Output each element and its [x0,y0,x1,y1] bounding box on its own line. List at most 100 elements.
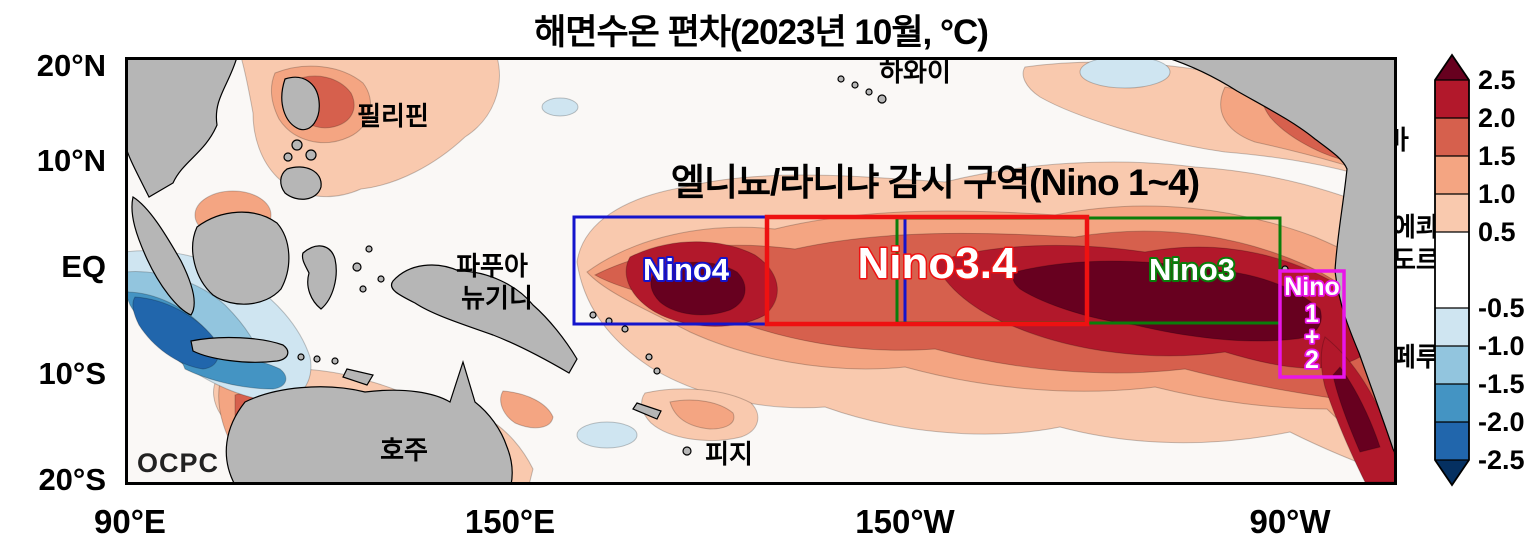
colorbar-tick: 1.0 [1478,179,1516,209]
land-lombok [313,355,321,363]
nino34-box [764,214,1090,327]
land-moluccas-1 [352,262,362,272]
land-americas [1164,57,1397,458]
colorbar-cell-neutral [1435,232,1469,308]
colorbar-tick: -0.5 [1478,293,1525,323]
colorbar-tick: -2.5 [1478,445,1525,475]
colorbar-tick: 1.5 [1478,141,1516,171]
land-hawaii-4 [877,94,887,104]
land-mindanao [280,166,322,200]
warm5-east-core [1012,260,1322,342]
warm5-peru-coast [1332,366,1381,453]
land-vanuatu-2 [653,367,661,375]
place-label-ecuador-line2: 도르 [1392,245,1440,275]
colorbar-tick: -1.5 [1478,369,1525,399]
lon-label-150e: 150°E [464,503,556,540]
land-visayas-3 [283,152,293,162]
nino12-box [1278,269,1346,379]
colorbar-cell-2.0-2.5 [1435,80,1469,118]
place-label-papua-line2: 뉴기니 [461,283,533,313]
nino3-label: Nino3 [1149,252,1235,287]
land-moluccas-2 [365,245,373,253]
nino12-label-line1: Nino [1284,273,1340,301]
ocpc-watermark: OCPC [137,448,219,478]
cool1-south-central [576,421,638,449]
lat-label-eq: EQ [61,249,106,284]
colorbar-tick: -1.0 [1478,331,1525,361]
cool1-north-central [1079,57,1171,89]
colorbar-arrow-top [1435,55,1469,80]
nino12-label-line2: 1 [1305,300,1319,328]
nino4-label: Nino4 [643,252,730,287]
colorbar-tick: -2.0 [1478,407,1525,437]
land-timor [342,368,374,386]
land-sumbawa [331,357,339,365]
nino12-label-line3: + [1305,323,1320,351]
colorbar-cell-0.5-1.0 [1435,194,1469,232]
monitoring-zones-subtitle: 엘니뇨/라니냐 감시 구역(Nino 1~4) [671,162,1199,203]
place-label-australia: 호주 [380,435,428,465]
pacific-sst-map: Nino4 Nino3.4 Nino3 Nino 1 + 2 엘니뇨/라니냐 감… [125,57,1397,485]
land-sulawesi [301,245,337,310]
colorbar-cell--1.0--1.5 [1435,346,1469,384]
place-label-peru: 페루 [1392,342,1440,372]
land-masses [125,57,1397,485]
nino12-label-line4: 2 [1305,346,1319,374]
land-hawaii-3 [865,88,873,96]
lat-label-20n: 20°N [36,48,106,83]
land-luzon [281,76,320,131]
place-label-hawaii: 하와이 [879,57,951,87]
land-new-caledonia [632,402,662,420]
land-visayas-1 [291,139,303,151]
colorbar-cell--0.5--1.0 [1435,308,1469,346]
nino4-box [572,215,907,326]
lon-label-150w: 150°W [855,503,955,540]
lon-label-90w: 90°W [1249,503,1331,540]
warm2-coral-sea [500,390,554,429]
colorbar-tick-labels: 2.5 2.0 1.5 1.0 0.5 -0.5 -1.0 -1.5 -2.0 … [1478,65,1525,475]
colorbar-cell-1.0-1.5 [1435,156,1469,194]
colorbar-tick: 2.0 [1478,103,1516,133]
colorbar-cell-1.5-2.0 [1435,118,1469,156]
lat-label-10n: 10°N [36,143,106,178]
land-new-guinea [390,264,578,374]
land-moluccas-4 [377,275,385,283]
figure-title: 해면수온 편차(2023년 10월, °C) [534,13,989,52]
land-hawaii-1 [837,75,845,83]
land-visayas-2 [305,149,317,161]
warm5-west-core [650,261,746,316]
map-border [125,57,1397,485]
colorbar-cell-dividers [1435,79,1469,461]
place-label-ecuador-line1: 에콰 [1392,212,1440,242]
colorbar: 2.5 2.0 1.5 1.0 0.5 -0.5 -1.0 -1.5 -2.0 … [1434,53,1525,487]
colorbar-cell--1.5--2.0 [1435,384,1469,422]
colorbar-tick: 2.5 [1478,65,1516,95]
nino34-label: Nino3.4 [858,239,1017,288]
place-label-philippines: 필리핀 [357,101,429,131]
warm-anomaly-level5 [650,260,1381,453]
land-sumatra [131,196,195,316]
land-solomons-3 [621,325,629,333]
land-vanuatu-1 [645,353,653,361]
cool1-west-central [541,97,579,117]
place-label-fiji: 피지 [705,439,753,469]
land-moluccas-3 [359,285,367,293]
lon-label-90e: 90°E [94,503,166,540]
land-bali [297,353,305,361]
colorbar-arrow-bottom [1435,460,1469,485]
colorbar-outline [1434,53,1470,487]
place-label-papua-line1: 파푸아 [456,251,528,281]
land-hawaii-2 [851,81,859,89]
land-solomons-1 [589,311,597,319]
colorbar-tick: 0.5 [1478,217,1516,247]
warm2-south-central [669,399,735,430]
land-java [190,336,289,363]
land-borneo [192,211,290,305]
lat-label-20s: 20°S [38,462,106,497]
land-fiji [682,446,692,456]
colorbar-cell--2.0--2.5 [1435,422,1469,460]
land-indochina [125,57,238,198]
lat-label-10s: 10°S [38,356,106,391]
land-australia [225,359,513,485]
